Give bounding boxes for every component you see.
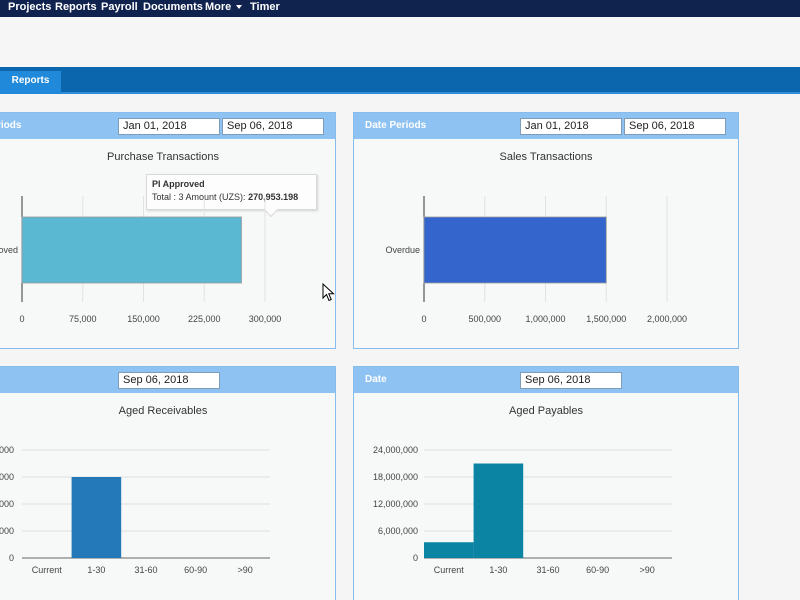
- nav-timer[interactable]: Timer: [250, 1, 280, 13]
- x-tick-label: 500,000: [468, 314, 501, 324]
- chart-tooltip: PI Approved Total : 3 Amount (UZS): 270,…: [146, 174, 317, 218]
- y-tick-label: 6,000,000: [378, 526, 418, 536]
- payables-panel: Date Sep 06, 2018 Aged Payables: [353, 366, 739, 600]
- bar: [473, 463, 524, 558]
- x-tick-label: 0: [421, 314, 426, 324]
- date-from-input[interactable]: Jan 01, 2018: [118, 118, 220, 135]
- x-tick-label: 1,500,000: [586, 314, 626, 324]
- y-tick-label: 0: [413, 553, 418, 563]
- mouse-cursor-icon: [322, 283, 335, 302]
- panel-header: riods Jan 01, 2018 Sep 06, 2018: [0, 113, 335, 139]
- x-tick-label: >90: [640, 565, 655, 575]
- date-input[interactable]: Sep 06, 2018: [520, 372, 622, 389]
- x-tick-label: 1-30: [87, 565, 105, 575]
- category-label: Overdue: [385, 245, 420, 255]
- bar: [71, 477, 122, 558]
- top-nav: Projects Reports Payroll Documents More …: [0, 0, 800, 17]
- y-tick-label: 000: [0, 445, 14, 455]
- chart-title: Aged Payables: [509, 405, 583, 417]
- panel-header-label: Date: [365, 374, 387, 385]
- chart-title: Sales Transactions: [499, 151, 593, 163]
- date-from-input[interactable]: Jan 01, 2018: [520, 118, 622, 135]
- nav-more-label: More: [205, 1, 232, 13]
- x-tick-label: Current: [434, 565, 465, 575]
- y-tick-label: 000: [0, 499, 14, 509]
- nav-documents[interactable]: Documents: [143, 1, 203, 13]
- tooltip-title: PI Approved: [152, 179, 205, 189]
- nav-projects[interactable]: Projects: [8, 1, 52, 13]
- bar: [423, 216, 607, 284]
- y-tick-label: 000: [0, 472, 14, 482]
- x-tick-label: 1,000,000: [525, 314, 565, 324]
- chevron-down-icon: [236, 5, 243, 10]
- y-tick-label: 000: [0, 526, 14, 536]
- category-label: oved: [0, 245, 18, 255]
- x-tick-label: 300,000: [249, 314, 282, 324]
- x-tick-label: 1-30: [489, 565, 507, 575]
- nav-reports[interactable]: Reports: [55, 1, 97, 13]
- date-to-input[interactable]: Sep 06, 2018: [222, 118, 324, 135]
- x-tick-label: 31-60: [536, 565, 559, 575]
- tooltip-body: Total : 3 Amount (UZS): 270,953.198: [152, 192, 311, 202]
- date-input[interactable]: Sep 06, 2018: [118, 372, 220, 389]
- page-header-area: [0, 17, 800, 67]
- panel-header-label: Date Periods: [365, 120, 427, 131]
- panel-header: Date Sep 06, 2018: [354, 367, 738, 393]
- tab-bar: Reports: [0, 67, 800, 94]
- nav-more[interactable]: More: [205, 1, 243, 13]
- x-tick-label: 60-90: [184, 565, 207, 575]
- bar: [21, 216, 242, 284]
- x-tick-label: 31-60: [134, 565, 157, 575]
- panel-header: Date Periods Jan 01, 2018 Sep 06, 2018: [354, 113, 738, 139]
- date-to-input[interactable]: Sep 06, 2018: [624, 118, 726, 135]
- x-tick-label: 60-90: [586, 565, 609, 575]
- tab-reports[interactable]: Reports: [0, 71, 61, 94]
- y-tick-label: 0: [9, 553, 14, 563]
- y-tick-label: 24,000,000: [373, 445, 418, 455]
- x-tick-label: >90: [238, 565, 253, 575]
- chart-title: Purchase Transactions: [107, 151, 219, 163]
- tooltip-amount: 270,953.198: [248, 192, 299, 202]
- x-tick-label: 2,000,000: [647, 314, 687, 324]
- x-tick-label: 75,000: [69, 314, 97, 324]
- tooltip-line: Total : 3 Amount (UZS):: [152, 192, 246, 202]
- bar: [424, 542, 474, 558]
- y-tick-label: 18,000,000: [373, 472, 418, 482]
- panel-header-label: riods: [0, 120, 22, 131]
- nav-payroll[interactable]: Payroll: [101, 1, 138, 13]
- x-tick-label: 0: [19, 314, 24, 324]
- x-tick-label: 150,000: [127, 314, 160, 324]
- x-tick-label: 225,000: [188, 314, 221, 324]
- panel-header: Sep 06, 2018: [0, 367, 335, 393]
- receivables-panel: Sep 06, 2018 Aged Receivables: [0, 366, 336, 600]
- x-tick-label: Current: [32, 565, 63, 575]
- chart-title: Aged Receivables: [118, 405, 208, 417]
- y-tick-label: 12,000,000: [373, 499, 418, 509]
